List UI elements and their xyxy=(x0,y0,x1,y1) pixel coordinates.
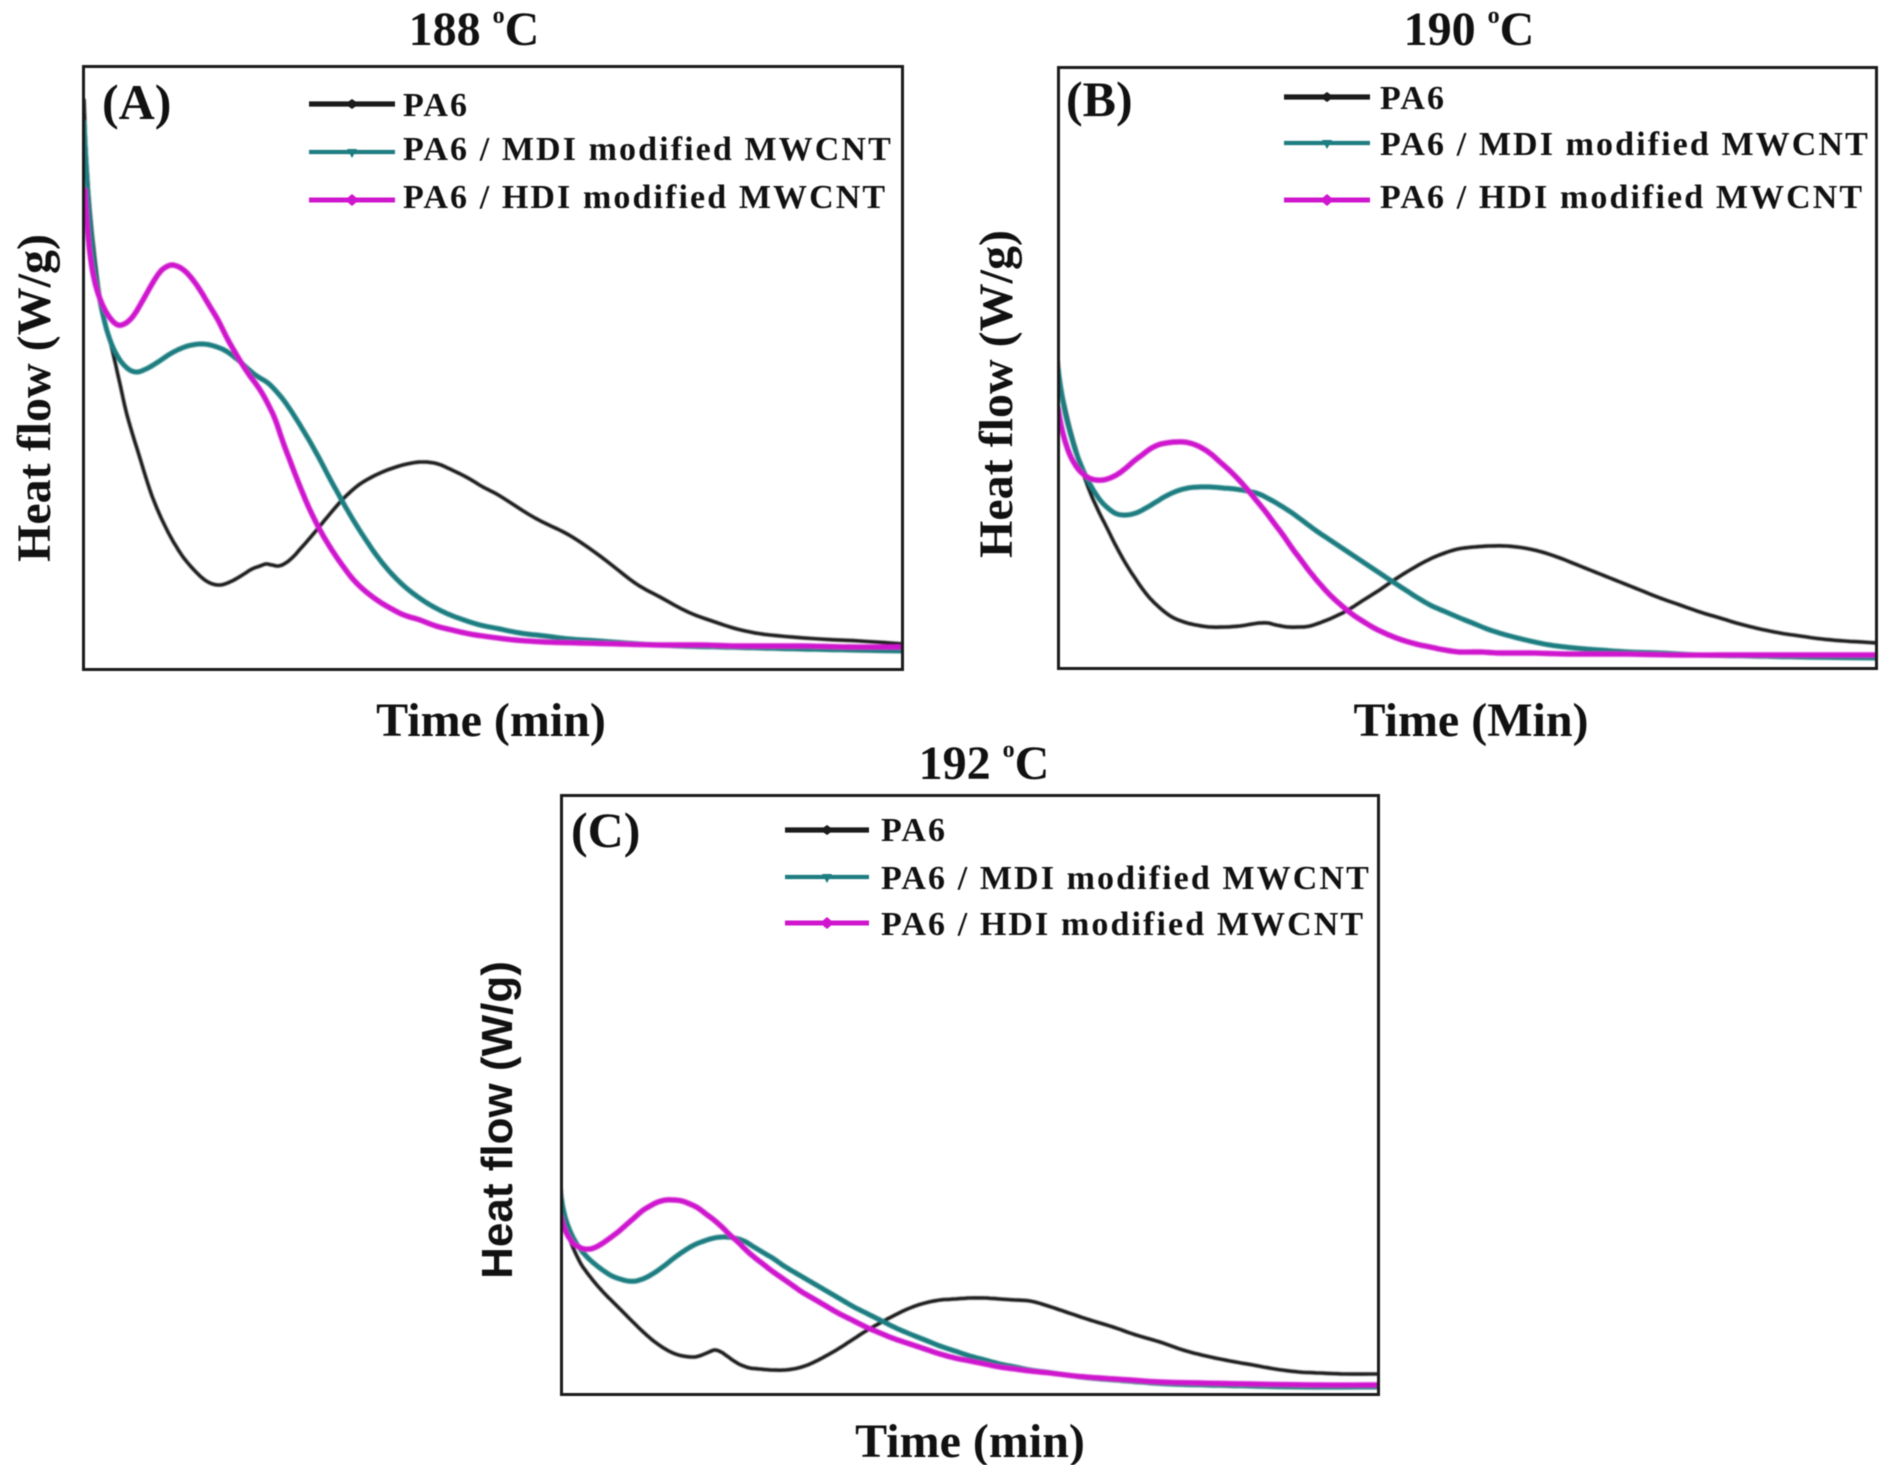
svg-text:PA6 / HDI modified MWCNT: PA6 / HDI modified MWCNT xyxy=(403,179,887,216)
svg-text:PA6: PA6 xyxy=(403,87,469,124)
svg-text:PA6 / MDI modified MWCNT: PA6 / MDI modified MWCNT xyxy=(881,860,1371,897)
svg-text:PA6 / HDI modified MWCNT: PA6 / HDI modified MWCNT xyxy=(881,906,1365,943)
svg-text:(C): (C) xyxy=(571,802,640,858)
svg-text:PA6 / HDI modified MWCNT: PA6 / HDI modified MWCNT xyxy=(1380,179,1864,216)
svg-text:PA6 / MDI modified MWCNT: PA6 / MDI modified MWCNT xyxy=(1380,126,1870,163)
svg-text:(B): (B) xyxy=(1066,71,1133,127)
svg-text:Time (Min): Time (Min) xyxy=(1353,694,1588,747)
svg-text:Time (min): Time (min) xyxy=(855,1415,1085,1465)
svg-text:190 oC: 190 oC xyxy=(1404,3,1535,56)
svg-text:Time (min): Time (min) xyxy=(376,694,606,747)
svg-text:PA6: PA6 xyxy=(881,812,947,849)
svg-text:(A): (A) xyxy=(102,74,171,130)
svg-text:192 oC: 192 oC xyxy=(919,737,1050,790)
svg-text:Heat flow (W/g): Heat flow (W/g) xyxy=(970,230,1023,558)
svg-text:188 oC: 188 oC xyxy=(409,3,540,56)
svg-text:PA6 / MDI modified MWCNT: PA6 / MDI modified MWCNT xyxy=(403,131,893,168)
svg-text:Heat flow (W/g): Heat flow (W/g) xyxy=(8,234,61,562)
svg-text:PA6: PA6 xyxy=(1380,80,1446,117)
svg-text:Heat flow (W/g): Heat flow (W/g) xyxy=(473,961,522,1279)
